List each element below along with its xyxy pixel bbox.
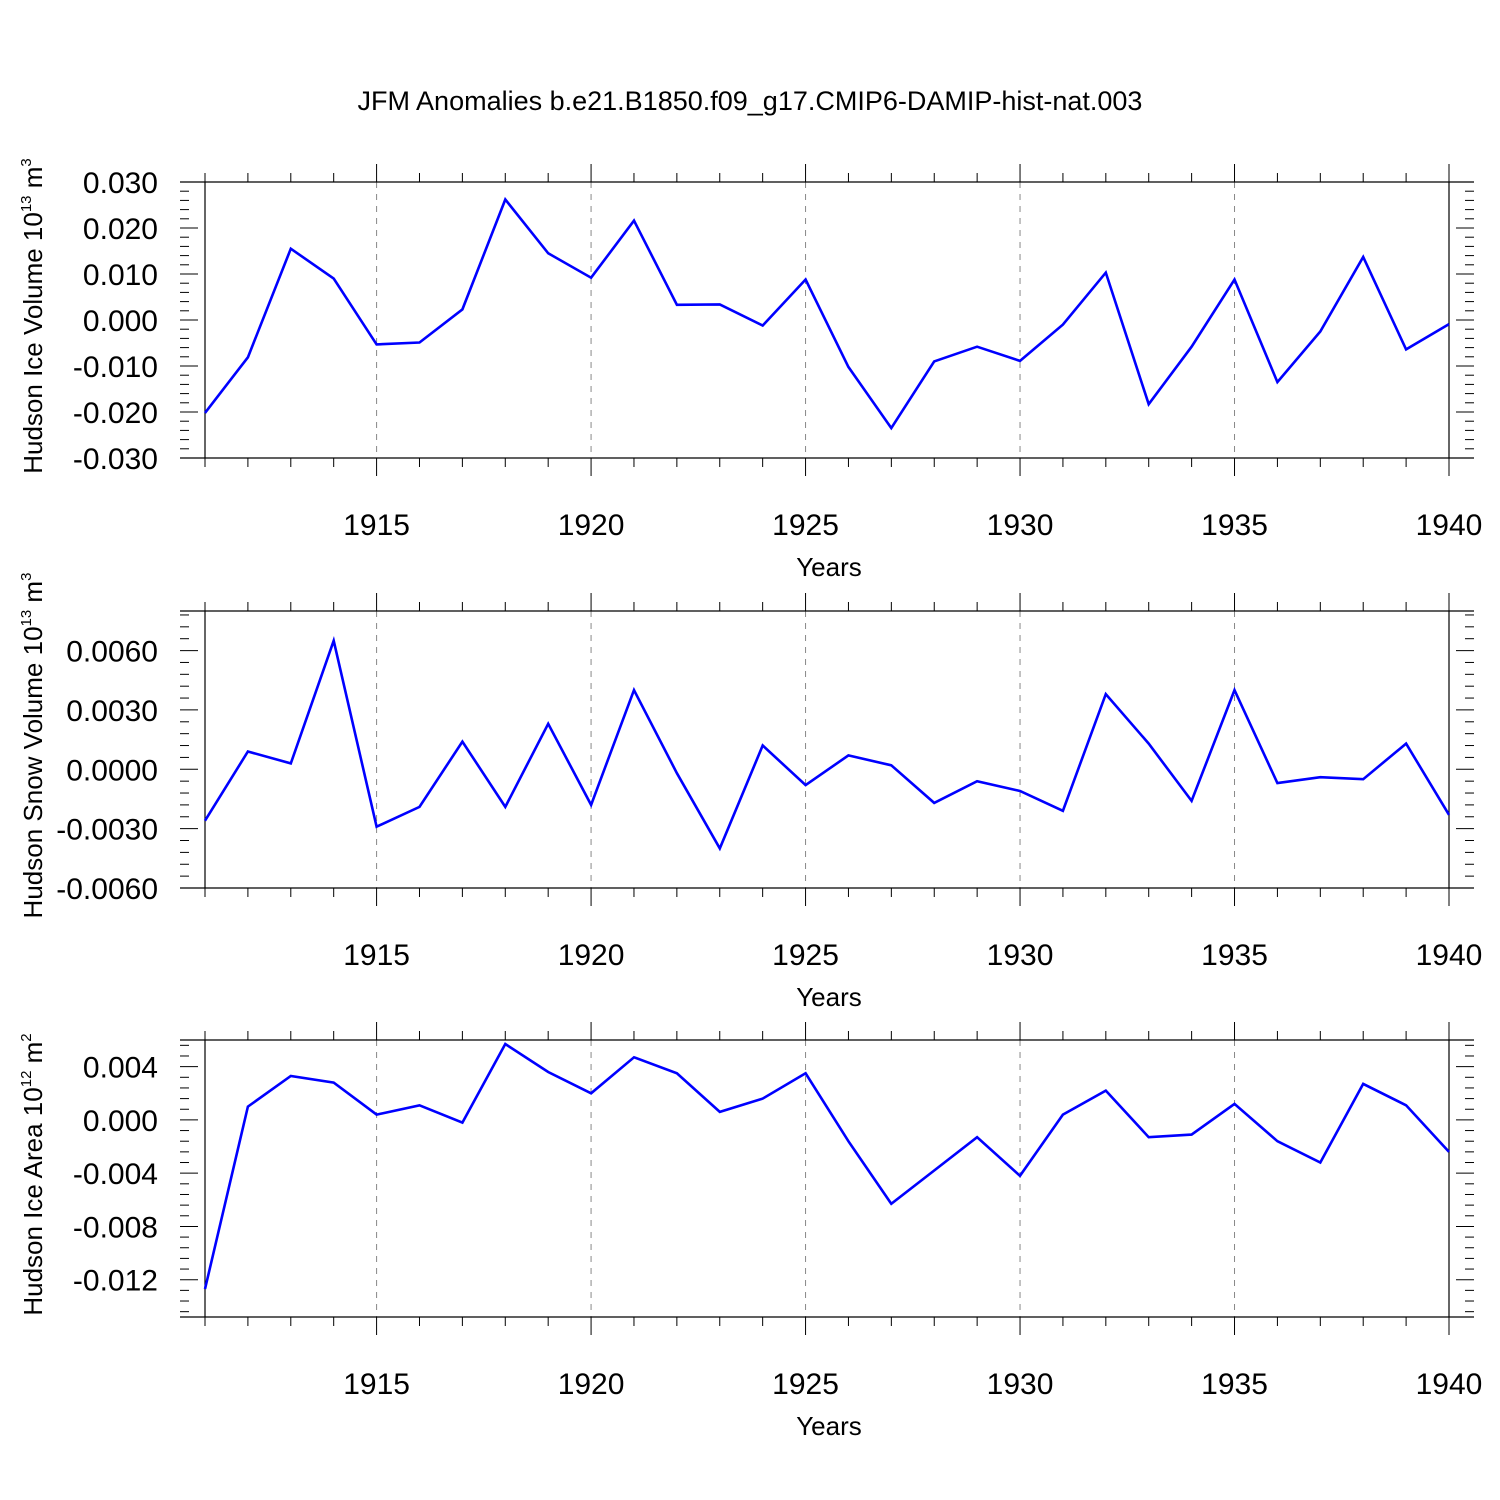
y-tick-label: -0.0030	[56, 814, 158, 847]
x-tick-label: 1925	[772, 1368, 839, 1401]
y-tick-label: 0.020	[83, 213, 158, 246]
y-tick-label: 0.0000	[66, 754, 158, 787]
x-tick-label: 1925	[772, 509, 839, 542]
y-tick-label: 0.000	[83, 305, 158, 338]
x-axis-label: Years	[796, 552, 862, 582]
y-axis-label: Hudson Ice Area 1012 m2	[18, 1033, 48, 1315]
x-tick-label: 1935	[1201, 939, 1268, 972]
x-tick-label: 1935	[1201, 1368, 1268, 1401]
panel-1: 1915 1920 1925 1930 1935 1940 -0.030 -0.020 -0.0…	[18, 158, 1482, 582]
x-axis-label: Years	[796, 982, 862, 1012]
y-tick-label: 0.004	[83, 1052, 158, 1085]
series-line	[203, 196, 1450, 431]
y-tick-label: 0.000	[83, 1105, 158, 1138]
panels: 1915 1920 1925 1930 1935 1940 -0.030 -0.020 -0.0…	[18, 158, 1482, 1441]
y-tick-label: -0.030	[73, 443, 158, 476]
y-tick-label: 0.030	[83, 167, 158, 200]
y-tick-label: 0.0030	[66, 695, 158, 728]
panel-2: 1915 1920 1925 1930 1935 1940 -0.0060 -0.0030 0.…	[18, 573, 1482, 1012]
x-tick-label: 1940	[1416, 1368, 1483, 1401]
y-tick-label: -0.012	[73, 1265, 158, 1298]
x-tick-label: 1920	[558, 509, 625, 542]
x-axis-label: Years	[796, 1411, 862, 1441]
y-tick-label: 0.010	[83, 259, 158, 292]
y-tick-label: -0.004	[73, 1158, 158, 1191]
y-tick-label: 0.0060	[66, 636, 158, 669]
x-tick-label: 1915	[343, 939, 410, 972]
y-axis-label: Hudson Ice Volume 1013 m3	[18, 158, 48, 474]
y-axis-label: Hudson Snow Volume 1013 m3	[18, 573, 48, 919]
figure-title: JFM Anomalies b.e21.B1850.f09_g17.CMIP6-…	[358, 86, 1143, 116]
panel-3: 1915 1920 1925 1930 1935 1940 -0.012 -0.008 -0.0…	[18, 1022, 1482, 1441]
x-tick-label: 1915	[343, 509, 410, 542]
x-tick-label: 1940	[1416, 939, 1483, 972]
x-tick-label: 1915	[343, 1368, 410, 1401]
x-tick-label: 1920	[558, 939, 625, 972]
y-tick-label: -0.0060	[56, 873, 158, 906]
y-tick-label: -0.020	[73, 397, 158, 430]
x-tick-label: 1930	[987, 509, 1054, 542]
y-tick-label: -0.008	[73, 1211, 158, 1244]
x-tick-label: 1935	[1201, 509, 1268, 542]
x-tick-label: 1930	[987, 1368, 1054, 1401]
y-tick-label: -0.010	[73, 351, 158, 384]
series-line	[203, 636, 1451, 852]
x-tick-label: 1925	[772, 939, 839, 972]
x-tick-label: 1930	[987, 939, 1054, 972]
x-tick-label: 1920	[558, 1368, 625, 1401]
x-tick-label: 1940	[1416, 509, 1483, 542]
series-line	[203, 1042, 1450, 1290]
